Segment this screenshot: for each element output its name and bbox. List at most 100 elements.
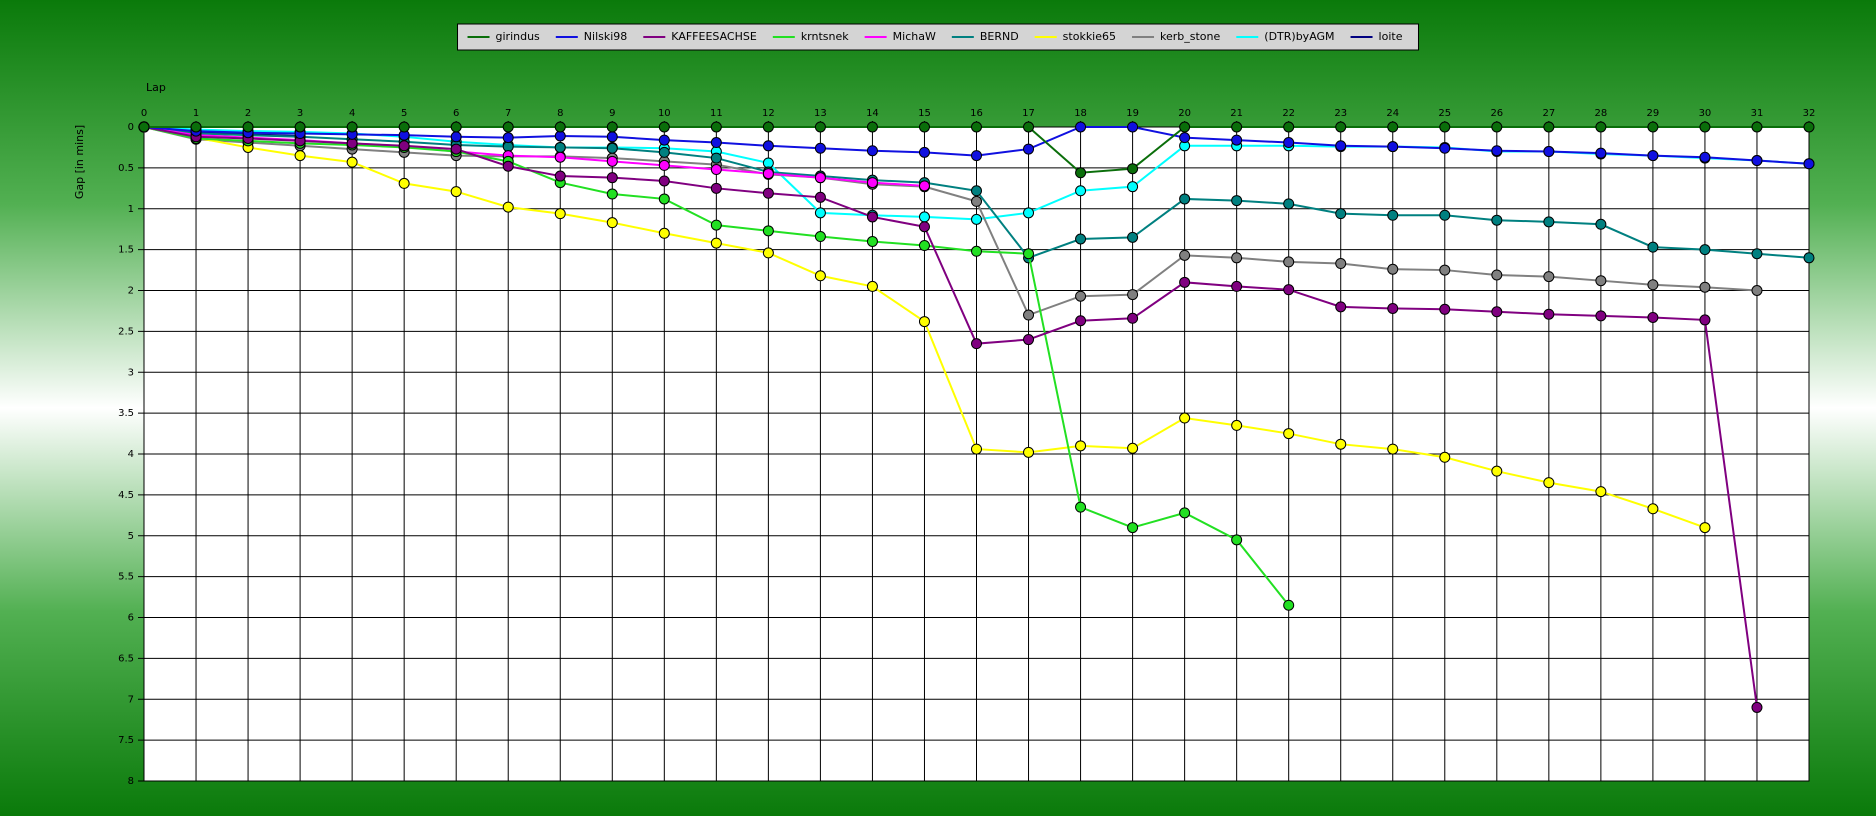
- data-point: [1699, 281, 1711, 293]
- data-point: [1127, 181, 1139, 193]
- data-point: [346, 121, 358, 133]
- data-point: [502, 201, 514, 213]
- data-point: [606, 188, 618, 200]
- data-point: [138, 121, 150, 133]
- x-tick-label: 19: [1126, 108, 1139, 119]
- data-point: [1647, 150, 1659, 162]
- y-tick-label: 1: [128, 204, 134, 215]
- data-point: [710, 137, 722, 149]
- data-point: [1075, 185, 1087, 197]
- data-point: [1751, 121, 1763, 133]
- data-point: [971, 338, 982, 350]
- x-tick-label: 10: [658, 108, 671, 119]
- data-point: [1075, 315, 1087, 327]
- data-point: [1335, 438, 1347, 450]
- data-point: [1751, 248, 1763, 260]
- data-point: [1127, 522, 1139, 534]
- data-point: [918, 211, 930, 223]
- x-tick-label: 4: [349, 108, 355, 119]
- x-tick-label: 8: [557, 108, 563, 119]
- data-point: [762, 225, 774, 237]
- data-point: [1699, 244, 1711, 256]
- data-point: [1647, 241, 1659, 253]
- data-point: [814, 191, 826, 203]
- data-point: [1595, 121, 1607, 133]
- data-point: [1231, 280, 1243, 292]
- data-point: [1491, 269, 1503, 281]
- data-point: [606, 155, 618, 167]
- x-tick-label: 14: [866, 108, 879, 119]
- data-point: [971, 195, 982, 207]
- data-point: [1335, 140, 1347, 152]
- data-point: [1751, 155, 1763, 167]
- data-point: [658, 227, 670, 239]
- data-point: [1439, 303, 1451, 315]
- data-point: [1439, 451, 1451, 463]
- data-point: [1387, 141, 1399, 153]
- data-point: [971, 213, 982, 225]
- data-point: [1283, 599, 1295, 611]
- data-point: [710, 237, 722, 249]
- y-tick-label: 2: [128, 286, 134, 297]
- data-point: [1803, 158, 1815, 170]
- data-point: [1491, 306, 1503, 318]
- data-point: [1023, 446, 1035, 458]
- data-point: [1647, 121, 1659, 133]
- data-point: [971, 443, 982, 455]
- x-tick-label: 31: [1751, 108, 1764, 119]
- x-axis-title: Lap: [146, 81, 166, 94]
- data-point: [918, 221, 930, 233]
- data-point: [1231, 252, 1243, 264]
- x-tick-label: 24: [1386, 108, 1399, 119]
- legend: girindus Nilski98 KAFFEESACHSE krntsnek Mich…: [457, 23, 1419, 51]
- x-tick-label: 30: [1699, 108, 1712, 119]
- legend-label: girindus: [496, 30, 541, 43]
- data-point: [971, 150, 982, 162]
- data-point: [1439, 121, 1451, 133]
- data-point: [1231, 134, 1243, 146]
- data-point: [918, 316, 930, 328]
- legend-label: BERND: [980, 30, 1019, 43]
- data-point: [1075, 167, 1087, 179]
- data-point: [1543, 308, 1555, 320]
- data-point: [1751, 285, 1763, 296]
- data-point: [866, 280, 878, 292]
- data-point: [1335, 258, 1347, 270]
- x-tick-label: 17: [1022, 108, 1035, 119]
- data-point: [658, 134, 670, 146]
- data-point: [710, 219, 722, 231]
- x-tick-label: 7: [505, 108, 511, 119]
- data-point: [814, 142, 826, 154]
- y-axis-title: Gap [in mins]: [73, 125, 86, 199]
- data-point: [762, 168, 774, 180]
- data-point: [1595, 147, 1607, 159]
- data-point: [1127, 289, 1139, 301]
- data-point: [554, 151, 566, 163]
- data-point: [866, 145, 878, 157]
- data-point: [606, 121, 618, 133]
- data-point: [554, 121, 566, 133]
- legend-label: stokkie65: [1063, 30, 1116, 43]
- legend-box: [457, 23, 1419, 51]
- data-point: [1647, 311, 1659, 323]
- data-point: [918, 180, 930, 192]
- x-tick-label: 11: [710, 108, 723, 119]
- data-point: [1179, 412, 1191, 424]
- data-point: [1179, 193, 1191, 205]
- series-line: [143, 126, 1758, 708]
- legend-label: Nilski98: [584, 30, 628, 43]
- data-point: [450, 131, 462, 143]
- data-point: [450, 121, 462, 133]
- data-point: [450, 186, 462, 198]
- x-tick-label: 26: [1490, 108, 1503, 119]
- data-point: [1543, 121, 1555, 133]
- data-point: [1283, 256, 1295, 268]
- data-point: [1387, 121, 1399, 133]
- data-point: [1751, 701, 1763, 713]
- data-point: [1075, 290, 1087, 302]
- data-point: [242, 121, 254, 133]
- data-point: [1179, 507, 1191, 519]
- data-point: [762, 187, 774, 199]
- data-point: [1595, 218, 1607, 230]
